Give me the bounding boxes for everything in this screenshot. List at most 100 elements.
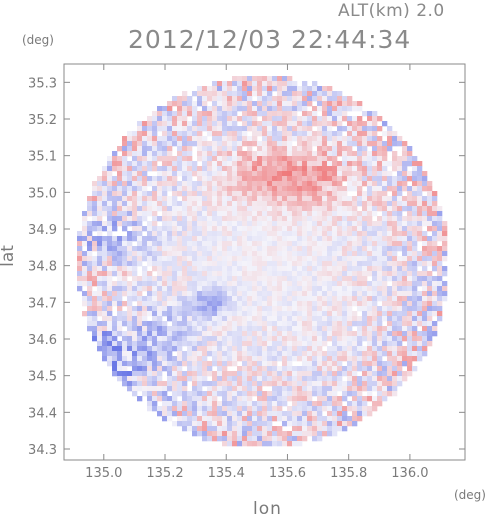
velocity-cell bbox=[252, 421, 258, 427]
velocity-cell bbox=[237, 326, 243, 332]
velocity-cell bbox=[282, 226, 288, 232]
velocity-cell bbox=[227, 361, 233, 367]
velocity-cell bbox=[222, 276, 228, 282]
velocity-cell bbox=[402, 196, 408, 202]
velocity-cell bbox=[392, 161, 398, 167]
velocity-cell bbox=[417, 301, 423, 307]
velocity-cell bbox=[267, 431, 273, 437]
velocity-cell bbox=[112, 356, 118, 362]
velocity-cell bbox=[252, 236, 258, 242]
velocity-cell bbox=[127, 196, 133, 202]
velocity-cell bbox=[327, 196, 333, 202]
velocity-cell bbox=[122, 146, 128, 152]
velocity-cell bbox=[397, 266, 403, 272]
velocity-cell bbox=[347, 211, 353, 217]
velocity-cell bbox=[117, 291, 123, 297]
velocity-cell bbox=[317, 296, 323, 302]
velocity-cell bbox=[167, 101, 173, 107]
velocity-cell bbox=[227, 311, 233, 317]
velocity-cell bbox=[212, 271, 218, 277]
velocity-cell bbox=[107, 291, 113, 297]
velocity-cell bbox=[302, 151, 308, 157]
velocity-cell bbox=[237, 396, 243, 402]
velocity-cell bbox=[417, 321, 423, 327]
velocity-cell bbox=[212, 86, 218, 92]
velocity-cell bbox=[252, 301, 258, 307]
velocity-cell bbox=[167, 231, 173, 237]
velocity-cell bbox=[87, 311, 93, 317]
velocity-cell bbox=[257, 176, 263, 182]
velocity-cell bbox=[152, 361, 158, 367]
velocity-cell bbox=[177, 226, 183, 232]
velocity-cell bbox=[132, 196, 138, 202]
velocity-cell bbox=[267, 336, 273, 342]
velocity-cell bbox=[372, 376, 378, 382]
velocity-cell bbox=[172, 181, 178, 187]
velocity-cell bbox=[312, 401, 318, 407]
velocity-cell bbox=[357, 281, 363, 287]
velocity-cell bbox=[227, 286, 233, 292]
velocity-cell bbox=[417, 196, 423, 202]
velocity-cell bbox=[392, 261, 398, 267]
velocity-cell bbox=[232, 101, 238, 107]
velocity-cell bbox=[332, 386, 338, 392]
velocity-cell bbox=[382, 236, 388, 242]
velocity-cell bbox=[347, 256, 353, 262]
velocity-cell bbox=[177, 411, 183, 417]
velocity-cell bbox=[277, 176, 283, 182]
velocity-cell bbox=[347, 226, 353, 232]
velocity-cell bbox=[192, 116, 198, 122]
velocity-cell bbox=[397, 381, 403, 387]
velocity-cell bbox=[102, 321, 108, 327]
velocity-cell bbox=[412, 171, 418, 177]
velocity-cell bbox=[222, 196, 228, 202]
velocity-cell bbox=[172, 101, 178, 107]
velocity-cell bbox=[402, 236, 408, 242]
velocity-cell bbox=[437, 256, 443, 262]
velocity-cell bbox=[312, 431, 318, 437]
velocity-cell bbox=[387, 296, 393, 302]
velocity-cell bbox=[367, 291, 373, 297]
velocity-cell bbox=[127, 301, 133, 307]
velocity-cell bbox=[382, 241, 388, 247]
velocity-cell bbox=[392, 371, 398, 377]
velocity-cell bbox=[282, 316, 288, 322]
velocity-cell bbox=[192, 271, 198, 277]
velocity-cell bbox=[82, 231, 88, 237]
velocity-cell bbox=[402, 361, 408, 367]
velocity-cell bbox=[392, 321, 398, 327]
velocity-cell bbox=[177, 266, 183, 272]
velocity-cell bbox=[267, 271, 273, 277]
velocity-cell bbox=[107, 321, 113, 327]
velocity-cell bbox=[362, 216, 368, 222]
velocity-cell bbox=[192, 251, 198, 257]
velocity-cell bbox=[347, 146, 353, 152]
velocity-cell bbox=[302, 351, 308, 357]
velocity-cell bbox=[137, 146, 143, 152]
velocity-cell bbox=[282, 81, 288, 87]
velocity-cell bbox=[252, 86, 258, 92]
velocity-cell bbox=[402, 276, 408, 282]
velocity-cell bbox=[142, 211, 148, 217]
velocity-cell bbox=[312, 376, 318, 382]
velocity-cell bbox=[262, 76, 268, 82]
velocity-cell bbox=[297, 96, 303, 102]
velocity-cell bbox=[122, 291, 128, 297]
velocity-cell bbox=[292, 181, 298, 187]
velocity-cell bbox=[237, 311, 243, 317]
velocity-cell bbox=[397, 236, 403, 242]
velocity-cell bbox=[142, 381, 148, 387]
velocity-cell bbox=[377, 391, 383, 397]
velocity-cell bbox=[202, 361, 208, 367]
velocity-cell bbox=[292, 316, 298, 322]
velocity-cell bbox=[212, 421, 218, 427]
velocity-cell bbox=[267, 206, 273, 212]
velocity-cell bbox=[302, 296, 308, 302]
velocity-cell bbox=[92, 296, 98, 302]
velocity-cell bbox=[217, 166, 223, 172]
velocity-cell bbox=[267, 156, 273, 162]
velocity-cell bbox=[192, 376, 198, 382]
velocity-cell bbox=[277, 296, 283, 302]
velocity-cell bbox=[227, 126, 233, 132]
velocity-cell bbox=[227, 276, 233, 282]
